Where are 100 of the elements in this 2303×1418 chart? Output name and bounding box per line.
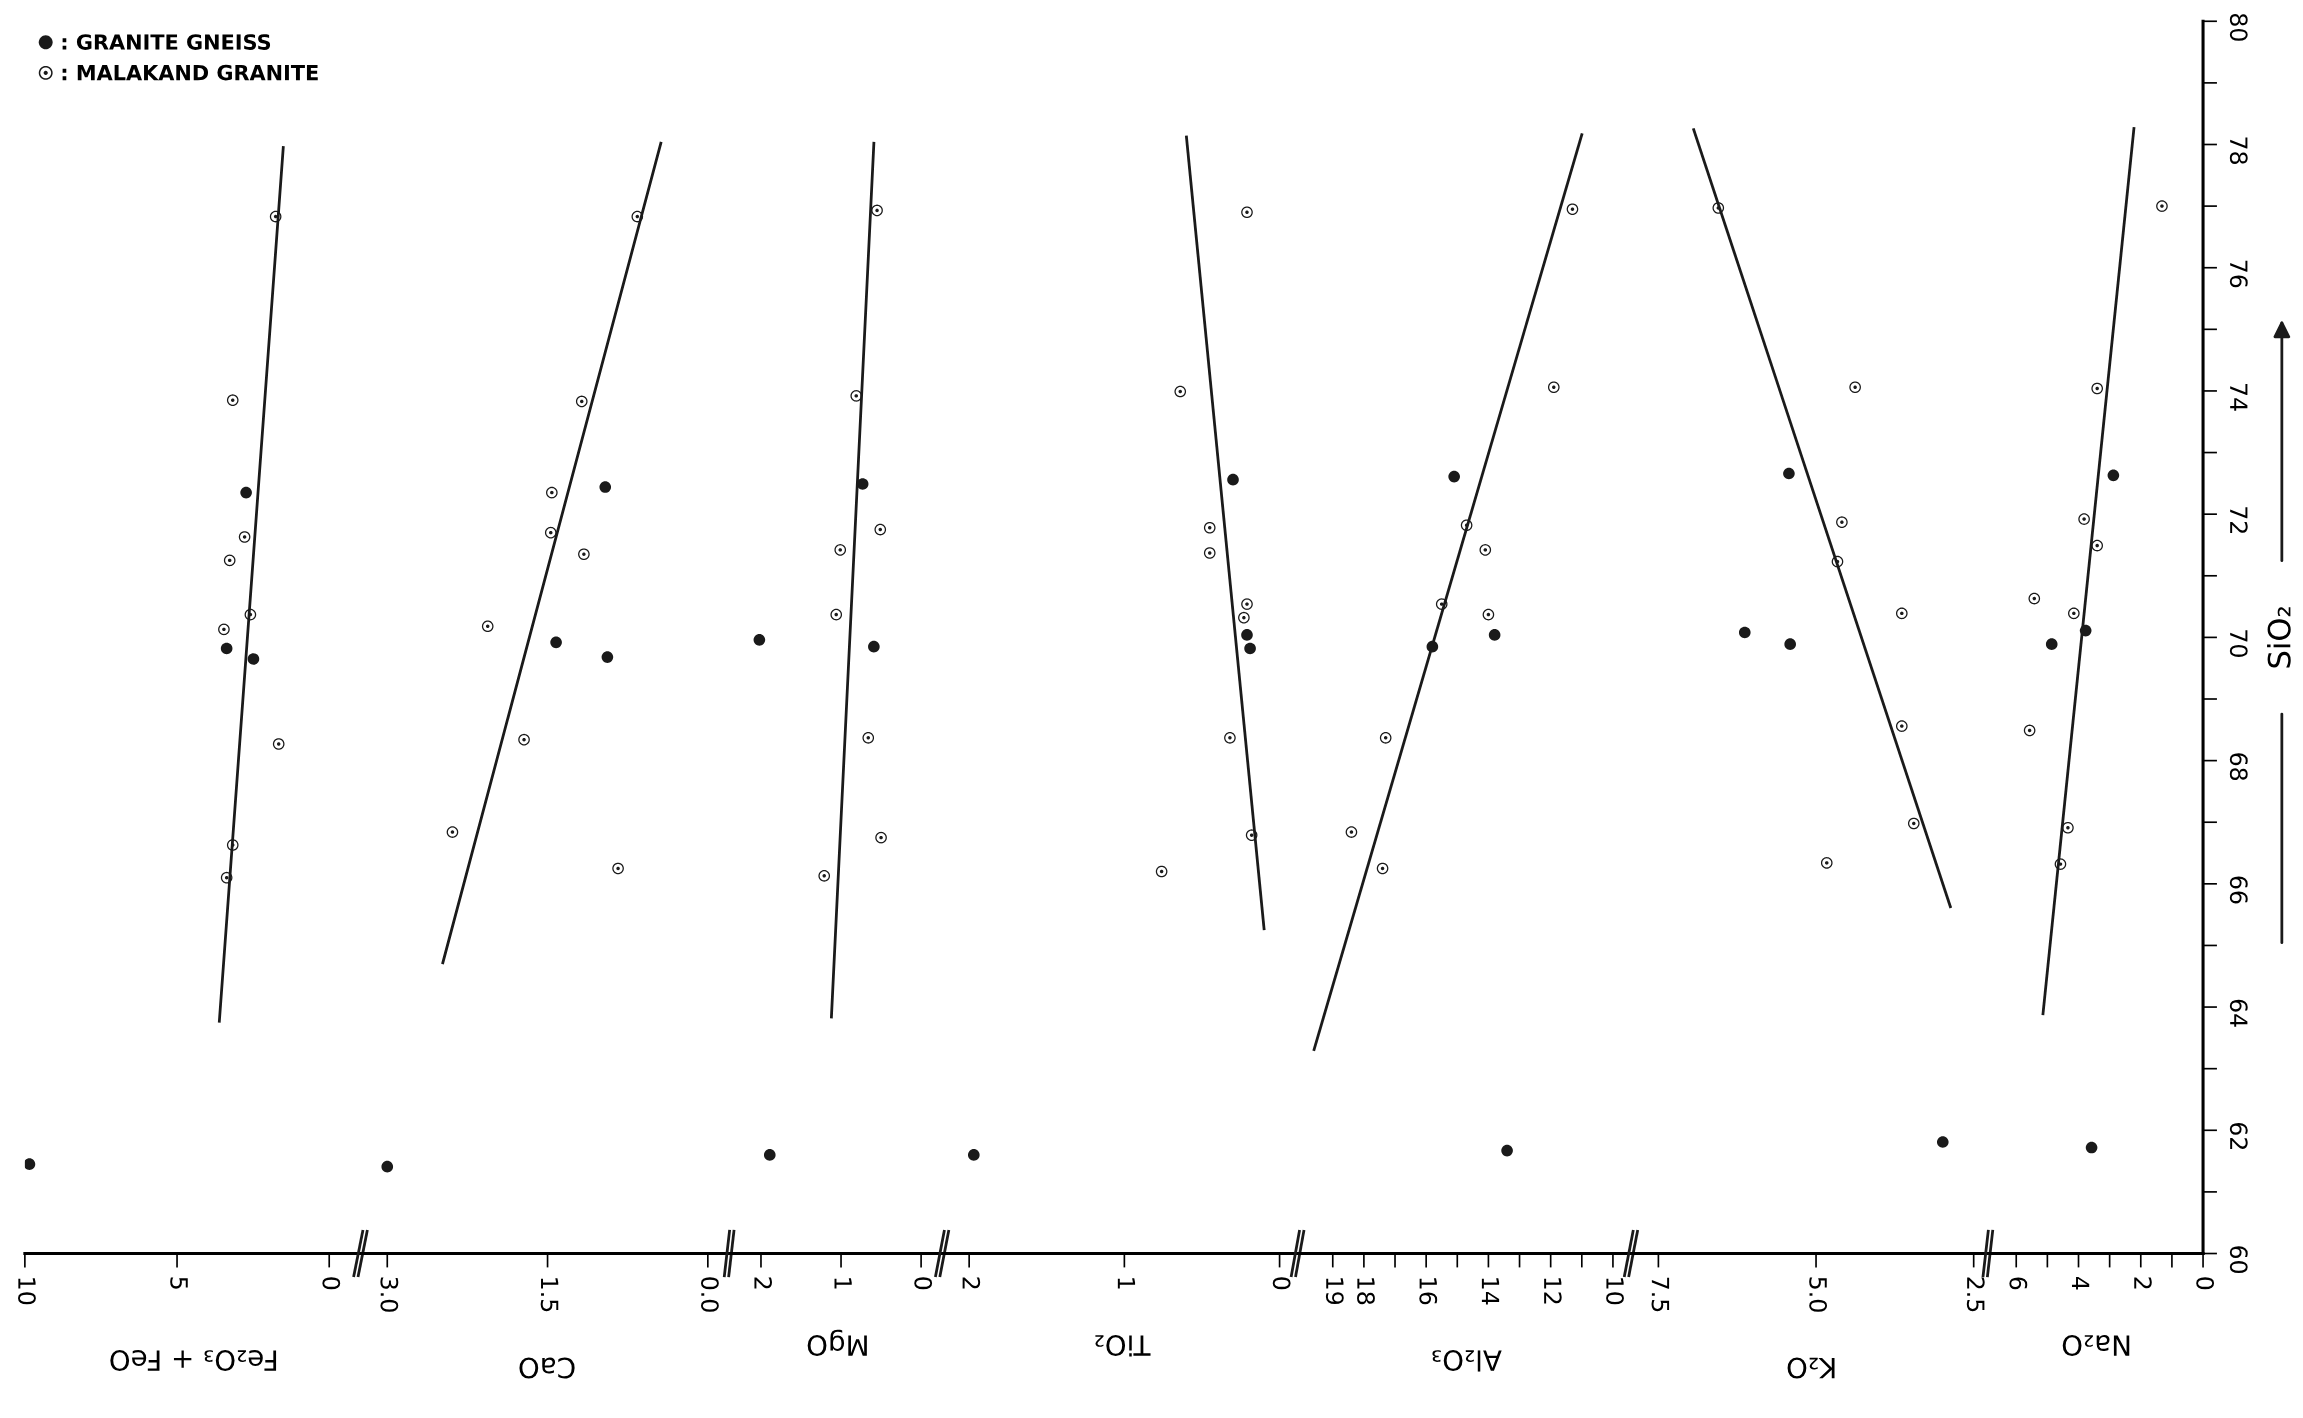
y-tick-label: 64 (2229, 999, 2248, 1027)
point (481, 620, 494, 633)
point (1738, 626, 1751, 639)
point (868, 640, 880, 653)
point (830, 608, 843, 621)
x-tick-label: 0 (1272, 1277, 1291, 1290)
point (1245, 829, 1258, 841)
x-axis-title: CaO (519, 1357, 575, 1379)
x-tick-label: 2 (962, 1277, 981, 1289)
x-axis-title: TiO₂ (1095, 1335, 1151, 1357)
point (1566, 203, 1579, 215)
point (631, 210, 644, 223)
x-tick-label: 0.0 (700, 1277, 719, 1312)
x-axis-title: K₂O (1787, 1357, 1835, 1379)
point (834, 544, 847, 556)
point (875, 831, 887, 844)
point (226, 839, 239, 851)
point (1849, 381, 1861, 394)
point (1820, 857, 1833, 869)
y-tick-label: 66 (2229, 876, 2248, 904)
point (244, 608, 257, 621)
point (1907, 817, 1920, 830)
point (238, 531, 251, 543)
point (1784, 638, 1796, 650)
point (1227, 473, 1239, 486)
point (544, 526, 557, 539)
point (1479, 544, 1492, 556)
point (226, 394, 239, 406)
y-tick-label: 72 (2230, 507, 2248, 533)
point (871, 204, 883, 217)
x-tick-label: 12 (1544, 1278, 1562, 1304)
point (862, 732, 875, 744)
point (546, 486, 558, 499)
point (1345, 826, 1358, 838)
point (601, 651, 614, 663)
x-tick-label: 3.0 (380, 1277, 399, 1312)
point (1783, 467, 1795, 480)
point (1203, 547, 1216, 559)
point (1712, 202, 1725, 214)
point (599, 481, 612, 493)
point (578, 548, 590, 561)
point (763, 1149, 776, 1161)
point (1448, 470, 1460, 483)
x-tick-label: 2 (2134, 1277, 2152, 1289)
point (1488, 629, 1501, 641)
point (240, 486, 252, 499)
x-axis-title: Na₂O (2062, 1335, 2130, 1357)
point (1203, 521, 1216, 534)
point (1241, 598, 1253, 610)
x-tick-label: 0 (914, 1277, 933, 1290)
point (1241, 206, 1253, 219)
point (446, 826, 459, 838)
x-tick-label: 10 (1606, 1278, 1624, 1305)
y-tick-label: 68 (2229, 753, 2248, 781)
y-tick-label: 80 (2229, 13, 2248, 41)
point (381, 1160, 394, 1173)
y-tick-label: 60 (2229, 1246, 2248, 1274)
y-tick-label: 76 (2229, 260, 2248, 288)
point (24, 1158, 36, 1170)
x-axis-title: Al₂O₃ (1432, 1350, 1502, 1372)
x-tick-label: 10 (18, 1278, 36, 1305)
point (1547, 381, 1560, 394)
point (612, 862, 624, 875)
point (1831, 555, 1844, 568)
x-tick-label: 6 (2009, 1277, 2028, 1290)
x-tick-label: 0 (2196, 1277, 2215, 1290)
y-tick-label: 70 (2229, 630, 2248, 657)
legend-label: : GRANITE GNEISS (62, 34, 271, 50)
point (1895, 607, 1908, 620)
y-tick-label: 74 (2230, 383, 2248, 411)
point (550, 636, 562, 649)
point (1435, 598, 1448, 610)
x-tick-label: 0 (322, 1277, 341, 1290)
point (220, 642, 233, 655)
point (1482, 608, 1495, 621)
point (1155, 865, 1168, 878)
point (1460, 519, 1473, 532)
point (1936, 1136, 1949, 1148)
x-tick-label: 19 (1325, 1278, 1344, 1305)
x-tick-label: 7.5 (1651, 1277, 1670, 1312)
point (1836, 516, 1848, 528)
point (874, 523, 887, 536)
x-tick-label: 16 (1419, 1278, 1438, 1305)
point (1174, 385, 1187, 398)
point (1224, 732, 1236, 744)
point (968, 1149, 980, 1161)
x-tick-label: 4 (2071, 1276, 2090, 1290)
point (1895, 720, 1908, 732)
point (218, 623, 230, 636)
x-tick-label: 18 (1357, 1278, 1375, 1305)
point (220, 871, 233, 884)
point (1379, 732, 1392, 744)
x-axis-title: MgO (807, 1329, 867, 1357)
x-tick-label: 1 (834, 1278, 852, 1289)
point (247, 653, 260, 665)
x-tick-label: 5.0 (1809, 1277, 1828, 1312)
point (1241, 629, 1253, 641)
point (223, 554, 236, 567)
point (272, 738, 285, 750)
legend-label: : MALAKAND GRANITE (62, 64, 318, 81)
